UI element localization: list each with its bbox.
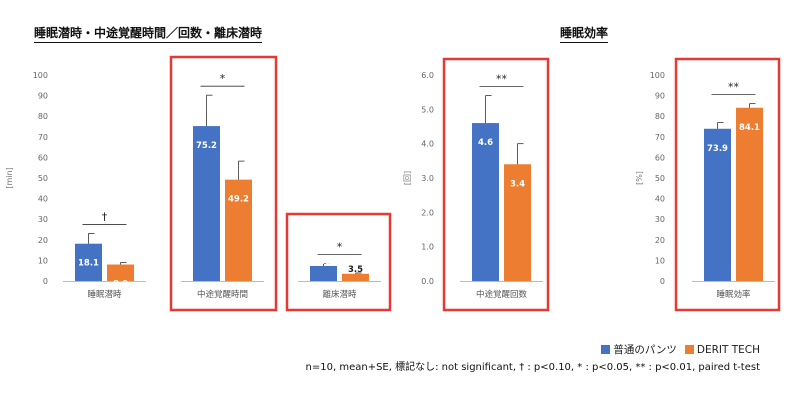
y-tick-label-c1-1: 1.0	[421, 243, 434, 252]
data-label-c0-g0-s0: 18.1	[78, 259, 99, 269]
y-tick-label-c0-5: 50	[38, 174, 48, 183]
y-tick-label-c0-8: 80	[38, 112, 48, 121]
bar-c1-g0-s1	[504, 164, 531, 281]
legend-label-series-1: 普通のパンツ	[613, 344, 677, 356]
legend-item-series-2: DERIT TECH	[684, 343, 760, 356]
legend-label-series-2: DERIT TECH	[696, 343, 760, 356]
significance-mark-c0-g0: †	[102, 210, 108, 223]
highlight-box-c2-g0	[674, 57, 781, 312]
data-label-c1-g0-s0: 4.6	[478, 138, 493, 148]
legend: 普通のパンツ DERIT TECH	[597, 342, 760, 357]
significance-mark-c2-g0: **	[728, 81, 740, 94]
legend-swatch-series-1	[601, 345, 611, 354]
y-tick-label-c0-2: 20	[38, 236, 48, 245]
y-tick-label-c1-0: 0.0	[421, 277, 434, 286]
y-tick-label-c1-4: 4.0	[421, 140, 434, 149]
y-tick-label-c1-2: 2.0	[421, 208, 434, 217]
y-tick-label-c1-6: 6.0	[421, 71, 434, 80]
highlight-box-c0-g1	[169, 55, 278, 312]
y-tick-label-c2-0: 0	[660, 277, 665, 286]
significance-mark-c1-g0: **	[496, 73, 508, 86]
y-tick-label-c0-4: 40	[38, 195, 48, 204]
significance-mark-c0-g1: *	[220, 72, 226, 85]
bar-c0-g1-s1	[225, 179, 252, 281]
y-axis-label-c1: [回]	[403, 171, 412, 185]
data-label-c0-g0-s1: 8.0	[113, 280, 128, 290]
y-axis-label-c0: [min]	[5, 167, 14, 188]
data-label-c0-g1-s1: 49.2	[228, 195, 249, 205]
y-tick-label-c2-9: 90	[655, 92, 665, 101]
y-tick-label-c2-5: 50	[655, 174, 665, 183]
highlight-box-c0-g2	[285, 212, 392, 312]
bar-c2-g0-s1	[736, 107, 763, 281]
y-tick-label-c2-2: 20	[655, 236, 665, 245]
significance-mark-c0-g2: *	[337, 240, 343, 253]
y-tick-label-c2-6: 60	[655, 153, 665, 162]
y-tick-label-c2-1: 10	[655, 256, 665, 265]
y-tick-label-c0-0: 0	[43, 277, 48, 286]
y-tick-label-c2-4: 40	[655, 195, 665, 204]
y-tick-label-c0-6: 60	[38, 153, 48, 162]
y-tick-label-c2-10: 100	[650, 71, 665, 80]
bar-c0-g1-s0	[193, 126, 220, 281]
y-tick-label-c0-10: 100	[33, 71, 48, 80]
category-label-c0-g0: 睡眠潜時	[87, 289, 122, 300]
data-label-c0-g2-s0: 7.3	[316, 257, 331, 267]
y-tick-label-c1-3: 3.0	[421, 174, 434, 183]
category-label-c0-g1: 中途覚醒時間	[197, 289, 248, 300]
footnote: n=10, mean+SE, 標記なし: not significant, † …	[305, 362, 760, 373]
y-tick-label-c0-7: 70	[38, 133, 48, 142]
data-label-c2-g0-s1: 84.1	[739, 123, 760, 133]
bar-c0-g2-s0	[310, 265, 337, 281]
section-title-right: 睡眠効率	[560, 24, 609, 43]
y-tick-label-c2-7: 70	[655, 133, 665, 142]
y-axis-label-c2: [%]	[635, 171, 644, 185]
data-label-c0-g1-s0: 75.2	[196, 141, 217, 151]
category-label-c1-g0: 中途覚醒回数	[476, 289, 528, 300]
section-title-left: 睡眠潜時・中途覚醒時間／回数・離床潜時	[34, 24, 263, 43]
bar-c0-g0-s0	[75, 243, 102, 281]
data-label-c2-g0-s0: 73.9	[707, 144, 728, 154]
highlight-box-c1-g0	[442, 57, 550, 312]
y-tick-label-c2-8: 80	[655, 112, 665, 121]
y-tick-label-c0-3: 30	[38, 215, 48, 224]
category-label-c0-g2: 離床潜時	[322, 289, 357, 300]
y-tick-label-c0-9: 90	[38, 92, 48, 101]
category-label-c2-g0: 睡眠効率	[716, 289, 751, 300]
data-label-c0-g2-s1: 3.5	[348, 265, 363, 275]
y-tick-label-c0-1: 10	[38, 256, 48, 265]
data-label-c1-g0-s1: 3.4	[510, 179, 525, 189]
bar-c1-g0-s0	[472, 123, 499, 281]
y-tick-label-c2-3: 30	[655, 215, 665, 224]
bar-c0-g0-s1	[107, 264, 134, 281]
bar-c2-g0-s0	[704, 128, 731, 281]
y-tick-label-c1-5: 5.0	[421, 105, 434, 114]
legend-item-series-1: 普通のパンツ	[601, 342, 677, 357]
legend-swatch-series-2	[684, 345, 694, 354]
bar-c0-g2-s1	[342, 273, 369, 281]
